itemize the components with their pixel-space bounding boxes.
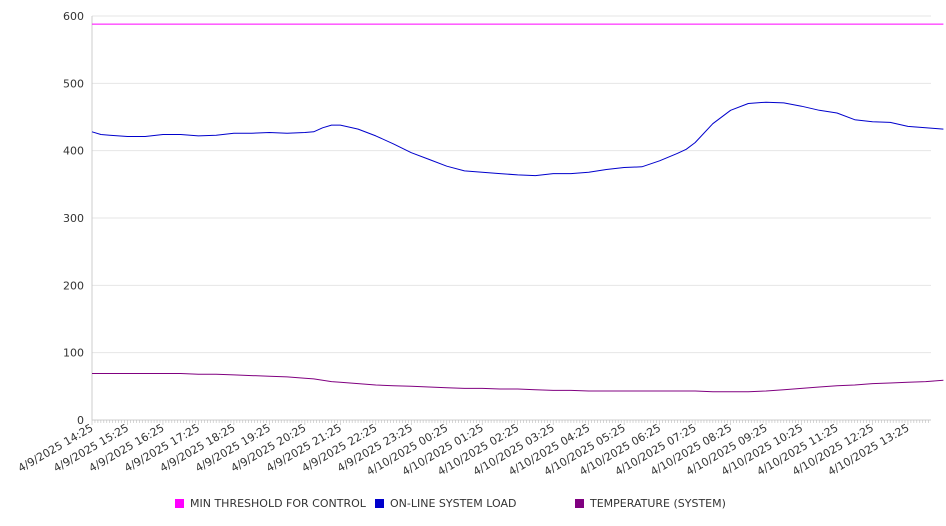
y-tick-label: 200: [63, 279, 84, 292]
gridlines: [92, 15, 931, 354]
y-tick-label: 300: [63, 212, 84, 225]
legend-item-temperature: TEMPERATURE (SYSTEM): [575, 497, 726, 510]
axes: [91, 16, 931, 425]
legend-label-system-load: ON-LINE SYSTEM LOAD: [390, 497, 517, 510]
y-tick-labels: 0 100 200 300 400 500 600: [63, 10, 84, 427]
legend-item-system-load: ON-LINE SYSTEM LOAD: [375, 497, 516, 510]
legend-swatch-system-load: [375, 499, 384, 508]
y-tick-label: 600: [63, 10, 84, 23]
legend: MIN THRESHOLD FOR CONTROL ON-LINE SYSTEM…: [0, 497, 946, 515]
y-tick-label: 0: [77, 414, 84, 427]
legend-swatch-temperature: [575, 499, 584, 508]
legend-item-min-threshold: MIN THRESHOLD FOR CONTROL: [175, 497, 366, 510]
x-tick-labels: 4/9/2025 14:254/9/2025 15:254/9/2025 16:…: [16, 421, 912, 478]
system-load-line: [91, 101, 944, 177]
y-tick-label: 400: [63, 145, 84, 158]
y-tick-label: 100: [63, 347, 84, 360]
legend-label-min-threshold: MIN THRESHOLD FOR CONTROL: [190, 497, 366, 510]
legend-label-temperature: TEMPERATURE (SYSTEM): [590, 497, 726, 510]
series-lines: [91, 23, 944, 393]
y-tick-label: 500: [63, 77, 84, 90]
legend-swatch-min-threshold: [175, 499, 184, 508]
temperature-line: [92, 373, 944, 393]
